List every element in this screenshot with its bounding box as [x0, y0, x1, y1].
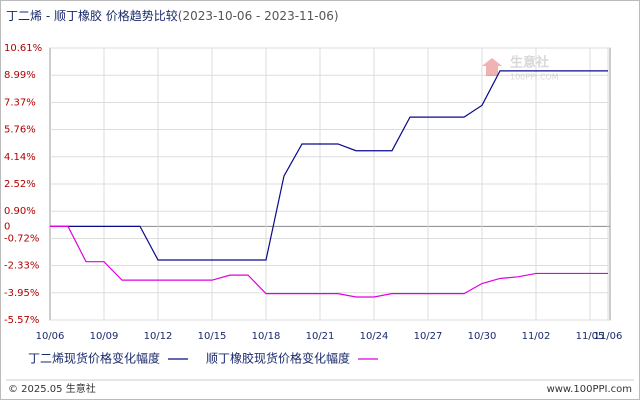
x-tick-label: 10/18	[252, 331, 281, 342]
watermark-logo	[482, 58, 502, 76]
x-tick-label: 11/05	[576, 331, 605, 342]
footer-right: www.100PPI.com	[547, 384, 632, 395]
legend-label: 丁二烯现货价格变化幅度	[28, 351, 160, 366]
watermark-text: 生意社	[510, 55, 549, 71]
x-tick-label: 10/30	[468, 331, 497, 342]
y-tick-label: -3.95%	[4, 288, 39, 299]
series-line	[50, 70, 608, 261]
y-tick-label: 5.76%	[4, 125, 36, 136]
y-tick-label: 0	[4, 221, 10, 232]
watermark: 生意社 100PPI.COM	[482, 55, 559, 82]
x-tick-label: 10/09	[90, 331, 119, 342]
y-tick-label: 7.37%	[4, 97, 36, 108]
y-tick-label: -5.57%	[4, 315, 39, 326]
x-tick-label: 11/06	[594, 331, 623, 342]
x-tick-label: 11/02	[522, 331, 551, 342]
x-tick-label: 10/15	[198, 331, 227, 342]
watermark-text: 100PPI.COM	[510, 73, 559, 82]
y-tick-label: 4.14%	[4, 152, 36, 163]
x-tick-label: 10/06	[36, 331, 65, 342]
y-tick-label: 8.99%	[4, 70, 36, 81]
x-tick-label: 10/24	[360, 331, 389, 342]
y-tick-label: 10.61%	[4, 43, 42, 54]
y-tick-label: -0.72%	[4, 233, 39, 244]
x-tick-label: 10/21	[306, 331, 335, 342]
title: 丁二烯 - 顺丁橡胶 价格趋势比较	[6, 8, 178, 23]
legend-label: 顺丁橡胶现货价格变化幅度	[206, 351, 350, 366]
footer-left: © 2025.05 生意社	[8, 382, 96, 395]
subtitle: (2023-10-06 - 2023-11-06)	[178, 9, 339, 23]
y-tick-label: 0.90%	[4, 206, 36, 217]
series-line	[50, 225, 608, 298]
x-tick-label: 10/27	[414, 331, 443, 342]
x-tick-label: 10/12	[144, 331, 173, 342]
y-tick-label: -2.33%	[4, 261, 39, 272]
chart-title: 丁二烯 - 顺丁橡胶 价格趋势比较(2023-10-06 - 2023-11-0…	[6, 8, 339, 23]
y-tick-label: 2.52%	[4, 179, 36, 190]
